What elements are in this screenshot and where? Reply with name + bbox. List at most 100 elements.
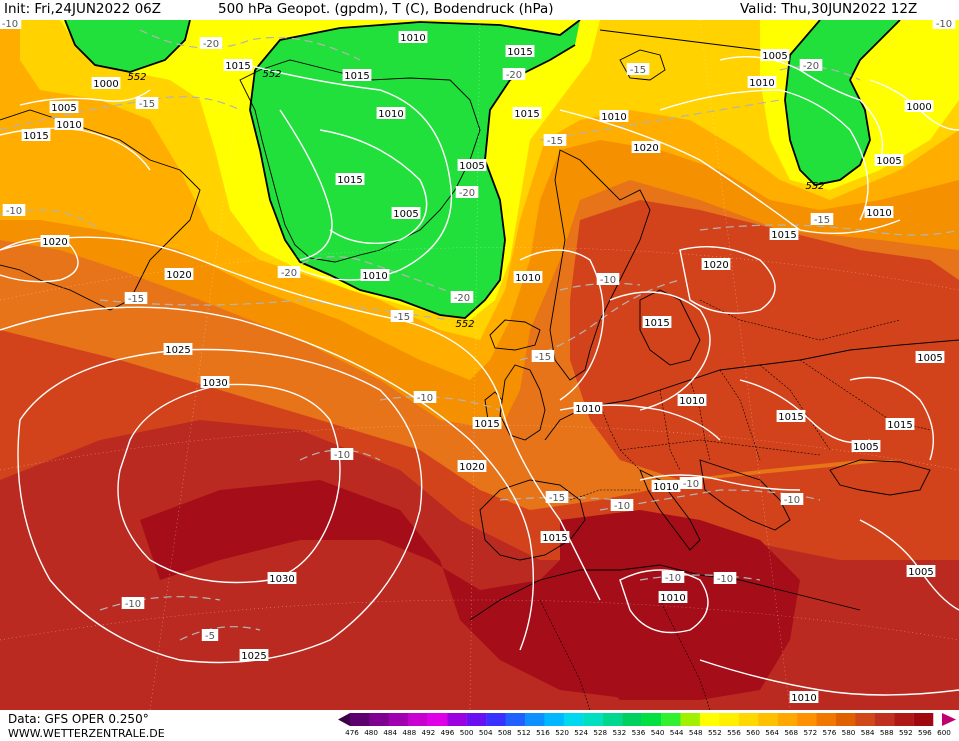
- temperature-label: -10: [596, 273, 620, 286]
- legend-swatch: [427, 713, 448, 726]
- pressure-label-bg: [457, 460, 487, 472]
- pressure-label-text: 1010: [866, 208, 891, 219]
- temperature-label-bg: [799, 59, 823, 71]
- temperature-label-bg: [679, 477, 703, 489]
- temperature-label-bg: [330, 448, 354, 460]
- isobar-1005-greenland: [319, 129, 428, 245]
- legend-tick: 572: [803, 728, 818, 737]
- legend-tick: 552: [707, 728, 722, 737]
- pressure-label-text: 1005: [908, 567, 933, 578]
- pressure-label-text: 1030: [269, 574, 294, 585]
- pressure-label-text: 1015: [344, 71, 369, 82]
- pressure-label-text: 1020: [633, 143, 658, 154]
- site-url: WWW.WETTERZENTRALE.DE: [8, 727, 165, 740]
- border-2: [659, 389, 681, 471]
- temperature-label-text: -15: [547, 136, 563, 147]
- isobar-1020-scandinavia: [679, 246, 776, 315]
- pressure-label: 1015: [505, 45, 535, 58]
- isobar-1010-south: [699, 659, 959, 696]
- pressure-label-text: 1015: [542, 533, 567, 544]
- temperature-label-bg: [780, 493, 804, 505]
- temperature-label-bg: [713, 572, 737, 584]
- pressure-label: 1015: [540, 531, 570, 544]
- legend-swatch: [466, 713, 487, 726]
- isobar-1015-ocean: [0, 236, 601, 601]
- pressure-label: 1030: [200, 376, 230, 389]
- pressure-label-text: 1015: [778, 412, 803, 423]
- coast-black-sea: [829, 459, 931, 496]
- temperature-label-text: -10: [2, 20, 18, 30]
- pressure-label-text: 1000: [906, 102, 931, 113]
- temperature-label: -20: [450, 291, 474, 304]
- temperature-label-bg: [531, 350, 555, 362]
- isobar-1015-east: [739, 379, 871, 444]
- footer-bar: Data: GFS OPER 0.250° WWW.WETTERZENTRALE…: [0, 710, 959, 741]
- temperature-label: -20: [502, 68, 526, 81]
- pressure-label-text: 1010: [400, 33, 425, 44]
- pressure-label-bg: [776, 410, 806, 422]
- temperature-label: -15: [124, 292, 148, 305]
- legend-tick: 500: [459, 728, 474, 737]
- coast-ireland: [484, 391, 503, 421]
- pressure-label-text: 1010: [660, 593, 685, 604]
- isobar-1010-northsea: [519, 249, 604, 401]
- isotherm-m10-7: [639, 574, 761, 581]
- pressure-label: 1005: [457, 159, 487, 172]
- isotherm-m10-2: [379, 396, 501, 411]
- pressure-label: 1015: [223, 59, 253, 72]
- isotherm-m5-1: [179, 626, 261, 641]
- pressure-labels: 1010 1015 1015 1015 1010 1005 1000 1010 1015 1010…: [21, 31, 945, 704]
- legend-swatch: [388, 713, 409, 726]
- pressure-label-bg: [915, 351, 945, 363]
- legend-swatch: [660, 713, 681, 726]
- pressure-label-text: 1005: [459, 161, 484, 172]
- temperature-label-bg: [502, 68, 526, 80]
- pressure-label: 1020: [701, 258, 731, 271]
- pressure-label-bg: [599, 110, 629, 122]
- legend-tick: 576: [822, 728, 837, 737]
- temperature-label-text: -15: [394, 312, 410, 323]
- legend-tick: 476: [345, 728, 359, 737]
- coast-iceland: [489, 319, 541, 351]
- temperature-label-bg: [932, 20, 956, 29]
- temperature-label: -10: [780, 493, 804, 506]
- map-canvas: 1010 1015 1015 1015 1010 1005 1000 1010 1015 1010…: [0, 20, 959, 710]
- pressure-label-bg: [376, 107, 406, 119]
- legend-tick: 548: [688, 728, 703, 737]
- legend-tick: 556: [727, 728, 741, 737]
- temperature-label-text: -10: [125, 599, 141, 610]
- legend-tick: 484: [383, 728, 398, 737]
- pressure-label: 1005: [760, 49, 790, 62]
- isobar-1005-east: [849, 376, 935, 461]
- pressure-label: 1005: [391, 207, 421, 220]
- pressure-label: 1010: [651, 480, 681, 493]
- pressure-label-text: 1005: [917, 353, 942, 364]
- temperature-label-text: -5: [205, 631, 215, 642]
- pressure-label-bg: [904, 100, 934, 112]
- temperature-label: -15: [135, 97, 159, 110]
- pressure-label: 1000: [904, 100, 934, 113]
- temperature-label: -15: [810, 213, 834, 226]
- temperature-label: -10: [0, 20, 22, 30]
- pressure-label: 1010: [677, 394, 707, 407]
- isotherm-m20-1: [139, 29, 361, 61]
- isotherm-m10-1: [0, 209, 101, 231]
- legend-left-arrow: [338, 713, 350, 726]
- pressure-label: 1030: [267, 572, 297, 585]
- lon-line-1: [149, 20, 251, 710]
- init-time: Init: Fri,24JUN2022 06Z: [4, 1, 162, 17]
- contour-552-northeast: [784, 20, 901, 186]
- legend-tick: 492: [421, 728, 436, 737]
- data-source: Data: GFS OPER 0.250°: [8, 712, 149, 726]
- pressure-label-text: 1010: [749, 78, 774, 89]
- pressure-label-text: 1010: [791, 693, 816, 704]
- legend-tick: 496: [440, 728, 455, 737]
- temperature-label: -15: [626, 63, 650, 76]
- temperature-label-text: -20: [459, 188, 475, 199]
- legend-swatch: [699, 713, 720, 726]
- temperature-label-bg: [450, 291, 474, 303]
- isobar-1005-ne: [719, 56, 884, 161]
- isotherm-m15-6: [499, 496, 621, 501]
- temperature-label-bg: [661, 571, 685, 583]
- pressure-label-text: 1015: [507, 47, 532, 58]
